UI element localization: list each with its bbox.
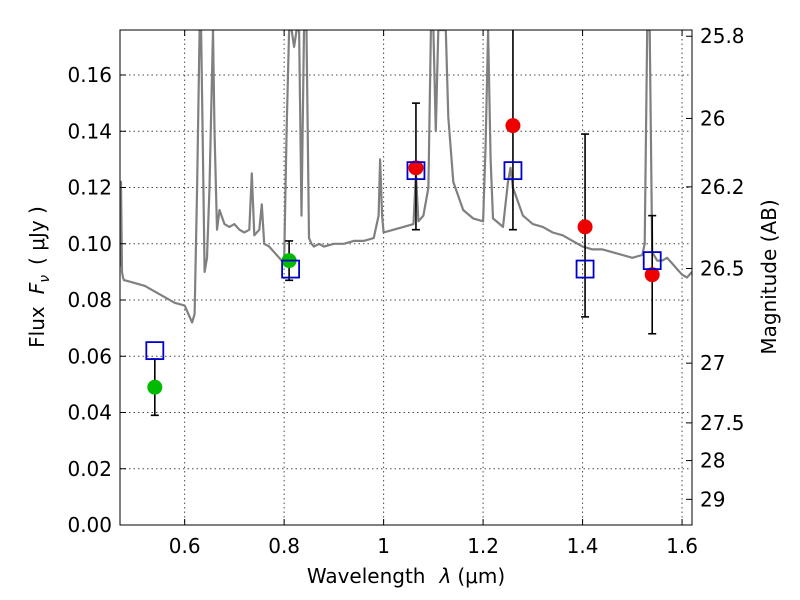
magnitude-tick-label: 27 <box>700 351 725 375</box>
model-square <box>503 161 523 181</box>
x-tick-label: 1.2 <box>467 534 499 558</box>
y-tick-label: 0.06 <box>67 344 112 368</box>
magnitude-tick-label: 27.5 <box>700 411 745 435</box>
magnitude-tick-label: 26 <box>700 106 725 130</box>
points-layer <box>145 118 662 395</box>
y-axis-label: FluxFν( μJy ) <box>25 206 53 348</box>
magnitude-tick-label: 28 <box>700 449 725 473</box>
model-square <box>575 259 595 279</box>
red-point <box>408 160 424 176</box>
magnitude-tick-label: 26.5 <box>700 256 745 280</box>
y-tick-label: 0.04 <box>67 401 112 425</box>
y-axis: 0.00 0.02 0.04 0.06 0.08 0.10 0.12 0.14 0.16 <box>67 63 126 537</box>
magnitude-tick-label: 29 <box>700 487 725 511</box>
red-point <box>577 219 593 235</box>
x-tick-label: 1 <box>377 534 390 558</box>
red-point <box>644 267 660 283</box>
x-axis-label: Wavelength λ (μm) <box>307 564 505 588</box>
y-tick-label: 0.00 <box>67 513 112 537</box>
x-tick-label: 0.8 <box>268 534 300 558</box>
magnitude-axis-label: Magnitude (AB) <box>757 199 781 354</box>
x-tick-label: 1.4 <box>567 534 599 558</box>
model-square <box>145 341 165 361</box>
magnitude-axis: 25.8 26 26.2 26.5 27 27.5 28 29 <box>686 24 745 511</box>
grid-layer <box>120 30 692 525</box>
model-square <box>281 259 301 279</box>
red-point <box>505 118 521 134</box>
y-tick-label: 0.12 <box>67 176 112 200</box>
y-tick-label: 0.16 <box>67 63 112 87</box>
magnitude-tick-label: 26.2 <box>700 175 745 199</box>
spectrum-line <box>120 30 692 324</box>
y-tick-label: 0.14 <box>67 119 112 143</box>
spectrum-layer <box>120 30 692 324</box>
x-tick-label: 0.6 <box>169 534 201 558</box>
y-tick-label: 0.08 <box>67 288 112 312</box>
y-tick-label: 0.10 <box>67 232 112 256</box>
x-axis: 0.6 0.8 1 1.2 1.4 1.6 <box>169 30 698 558</box>
magnitude-tick-label: 25.8 <box>700 24 745 48</box>
x-tick-label: 1.6 <box>666 534 698 558</box>
plot-frame <box>119 29 693 526</box>
y-tick-label: 0.02 <box>67 457 112 481</box>
green-point <box>147 379 163 395</box>
model-square <box>642 251 662 271</box>
model-square <box>406 161 426 181</box>
